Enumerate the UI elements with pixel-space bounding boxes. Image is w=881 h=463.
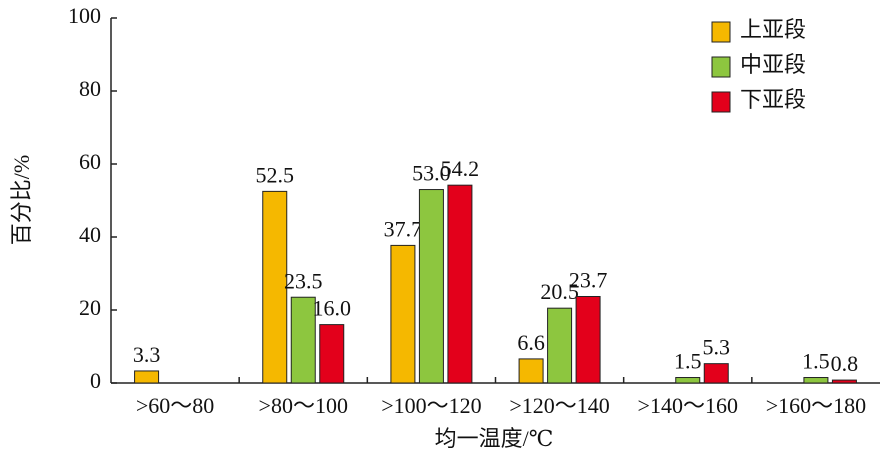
value-label: 16.0 <box>313 296 352 321</box>
y-tick-label: 20 <box>79 295 101 320</box>
value-label: 0.8 <box>831 351 859 376</box>
y-tick-label: 60 <box>79 149 101 174</box>
bar <box>518 358 544 384</box>
bar <box>262 190 288 384</box>
x-tick-label: >60～80 <box>136 393 214 418</box>
bar <box>447 184 473 384</box>
y-axis-title: 百分比/% <box>9 155 34 245</box>
y-tick-label: 100 <box>68 3 101 28</box>
value-label: 1.5 <box>674 349 702 374</box>
x-tick-label: >140～160 <box>638 393 738 418</box>
y-tick-label: 40 <box>79 222 101 247</box>
bar <box>390 244 416 384</box>
x-tick-label: >100～120 <box>381 393 481 418</box>
bar <box>418 189 444 384</box>
bar <box>319 324 345 384</box>
x-tick-label: >160～180 <box>766 393 866 418</box>
value-label: 20.5 <box>540 279 579 304</box>
value-label: 6.6 <box>517 330 545 355</box>
bar <box>831 379 857 384</box>
y-tick-label: 0 <box>90 368 101 393</box>
x-axis-title: 均一温度/℃ <box>435 426 554 451</box>
value-label: 54.2 <box>441 156 480 181</box>
x-tick-label: >80～100 <box>259 393 348 418</box>
value-label: 37.7 <box>384 216 423 241</box>
bar <box>575 295 601 384</box>
legend-label: 上亚段 <box>740 17 806 42</box>
legend-label: 中亚段 <box>740 52 806 77</box>
value-label: 52.5 <box>256 162 295 187</box>
bar <box>290 296 316 384</box>
value-label: 23.5 <box>284 268 323 293</box>
value-label: 5.3 <box>703 335 731 360</box>
bar <box>547 307 573 384</box>
legend-swatch <box>711 91 731 113</box>
legend-label: 下亚段 <box>740 87 806 112</box>
bar <box>703 363 729 384</box>
value-label: 3.3 <box>133 342 161 367</box>
bar <box>675 377 701 384</box>
legend-swatch <box>711 56 731 78</box>
value-label: 53.0 <box>412 161 451 186</box>
x-tick-label: >120～140 <box>509 393 609 418</box>
y-tick-label: 80 <box>79 76 101 101</box>
bar <box>803 377 829 384</box>
legend-swatch <box>711 21 731 43</box>
value-label: 1.5 <box>802 349 830 374</box>
value-label: 23.7 <box>569 268 608 293</box>
bar <box>134 370 160 384</box>
